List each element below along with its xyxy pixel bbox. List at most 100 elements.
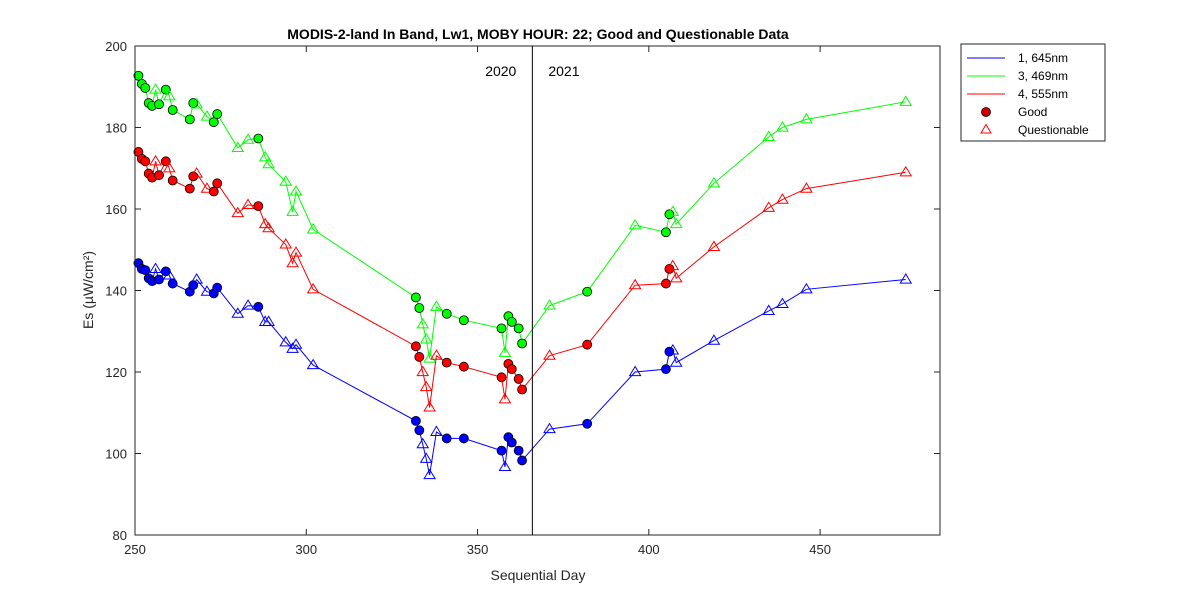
- questionable-point: [423, 468, 436, 480]
- good-point: [414, 303, 425, 313]
- questionable-point: [416, 365, 430, 377]
- questionable-point: [666, 343, 680, 355]
- y-axis: 80 100 120 140 160 180 200: [105, 39, 940, 543]
- questionable-point: [306, 282, 320, 294]
- good-point: [212, 282, 223, 293]
- questionable-point: [262, 221, 275, 233]
- questionable-point: [286, 205, 299, 216]
- good-point: [184, 183, 195, 194]
- good-point: [167, 105, 178, 115]
- good-point: [582, 286, 593, 297]
- questionable-point: [498, 392, 512, 404]
- questionable-point: [707, 176, 721, 188]
- good-point: [154, 99, 164, 110]
- questionable-point: [262, 157, 275, 169]
- plot-content: [133, 70, 913, 480]
- questionable-point: [149, 83, 162, 94]
- legend-marker-questionable: [980, 123, 992, 134]
- questionable-point: [762, 304, 776, 315]
- questionable-point: [419, 380, 433, 392]
- questionable-point: [628, 365, 642, 377]
- questionable-point: [149, 262, 162, 273]
- questionable-point: [776, 193, 789, 204]
- good-point: [506, 316, 517, 327]
- questionable-point: [416, 437, 430, 449]
- questionable-point: [162, 268, 176, 280]
- questionable-point: [241, 133, 255, 144]
- questionable-point: [279, 175, 293, 186]
- questionable-point: [423, 400, 436, 412]
- good-point: [410, 292, 421, 303]
- questionable-point: [200, 110, 214, 121]
- series-4-555nm: [133, 147, 913, 412]
- questionable-point: [543, 299, 556, 310]
- good-point: [661, 227, 671, 238]
- questionable-point: [800, 112, 813, 124]
- legend-label-469nm: 3, 469nm: [1018, 69, 1068, 83]
- good-point: [496, 323, 507, 334]
- good-point: [160, 84, 171, 95]
- questionable-point: [289, 185, 303, 196]
- x-tick-label: 300: [295, 542, 317, 557]
- x-axis-label: Sequential Day: [491, 567, 586, 583]
- series-3-469nm: [133, 70, 913, 363]
- good-point: [414, 352, 425, 362]
- questionable-point: [543, 349, 556, 360]
- questionable-point: [669, 356, 683, 367]
- good-point: [517, 455, 527, 466]
- questionable-point: [241, 299, 255, 310]
- questionable-point: [231, 307, 245, 318]
- questionable-point: [190, 167, 204, 178]
- legend-box: [960, 43, 1106, 142]
- y-tick-label: 180: [105, 121, 127, 136]
- questionable-point: [498, 460, 512, 472]
- questionable-point: [262, 315, 275, 326]
- good-point: [513, 374, 524, 384]
- questionable-point: [279, 335, 293, 347]
- chart-title: MODIS-2-land In Band, Lw1, MOBY HOUR: 22…: [287, 26, 789, 42]
- good-point: [458, 433, 469, 444]
- good-point: [133, 70, 144, 81]
- questionable-point: [800, 182, 813, 193]
- questionable-point: [628, 218, 642, 230]
- questionable-point: [666, 205, 680, 216]
- legend-marker-good: [981, 107, 991, 117]
- questionable-point: [628, 278, 642, 290]
- good-point: [441, 308, 452, 319]
- good-point: [167, 278, 178, 289]
- questionable-point: [289, 338, 303, 349]
- good-point: [410, 341, 421, 352]
- good-point: [160, 266, 171, 277]
- good-point: [458, 361, 469, 372]
- good-point: [253, 301, 264, 312]
- x-tick-label: 450: [809, 542, 831, 557]
- good-point: [441, 357, 452, 368]
- year-label-2021: 2021: [548, 63, 579, 79]
- good-point: [496, 372, 507, 383]
- questionable-point: [899, 165, 913, 177]
- questionable-point: [776, 121, 789, 132]
- x-tick-label: 400: [638, 542, 660, 557]
- good-point: [188, 171, 199, 182]
- good-point: [160, 156, 171, 167]
- questionable-point: [289, 246, 303, 257]
- good-point: [208, 117, 219, 128]
- questionable-point: [231, 206, 245, 218]
- good-point: [414, 425, 425, 436]
- good-point: [253, 133, 264, 144]
- questionable-point: [190, 97, 204, 109]
- good-point: [513, 445, 524, 456]
- questionable-point: [162, 161, 176, 173]
- plot-area: [135, 46, 940, 535]
- good-point: [441, 433, 452, 444]
- questionable-point: [800, 282, 813, 294]
- questionable-point: [279, 237, 293, 249]
- good-point: [167, 175, 178, 186]
- questionable-point: [430, 300, 443, 311]
- good-point: [582, 339, 593, 350]
- y-tick-label: 160: [105, 202, 127, 217]
- questionable-point: [899, 273, 913, 284]
- y-tick-label: 100: [105, 447, 127, 462]
- year-label-2020: 2020: [485, 63, 516, 79]
